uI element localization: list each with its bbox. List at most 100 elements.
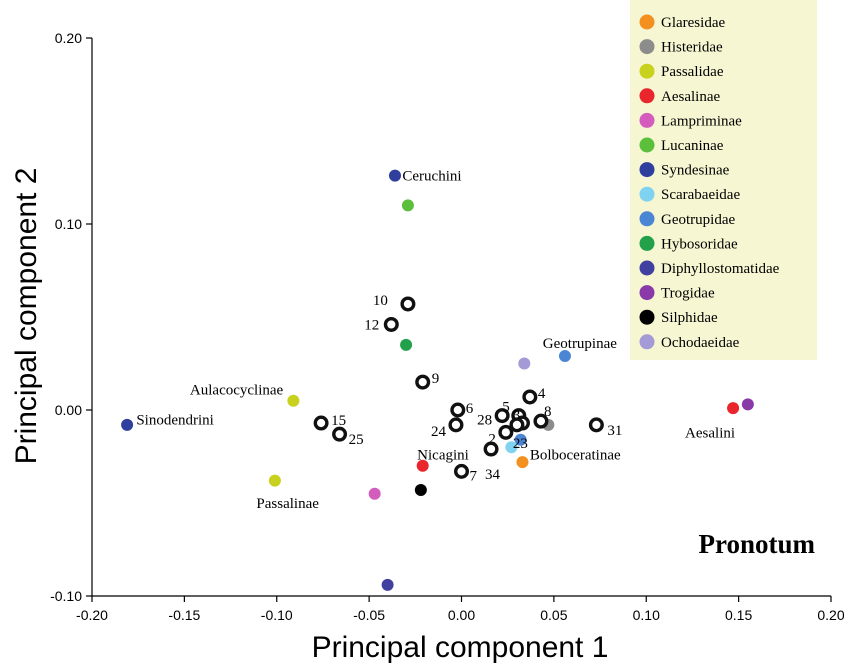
open-point xyxy=(509,417,525,433)
open-point xyxy=(448,417,464,433)
open-point-label: 12 xyxy=(364,317,379,333)
open-point xyxy=(498,424,514,440)
x-tick-label: 0.20 xyxy=(817,607,844,623)
data-point xyxy=(727,402,740,415)
x-tick-label: -0.10 xyxy=(261,607,293,623)
x-tick-label: -0.20 xyxy=(76,607,108,623)
data-point xyxy=(505,441,518,454)
open-point-label: 4 xyxy=(538,386,546,402)
legend-label: Trogidae xyxy=(661,286,715,302)
open-point-label: 31 xyxy=(607,423,622,439)
x-tick-label: 0.10 xyxy=(633,607,660,623)
data-point xyxy=(514,433,527,446)
open-point-label: 34 xyxy=(485,467,501,483)
legend-label: Lucaninae xyxy=(661,138,724,154)
data-point xyxy=(401,199,414,212)
open-point xyxy=(588,417,604,433)
legend-label: Ochodaeidae xyxy=(661,335,740,351)
legend-label: Passalidae xyxy=(661,64,724,80)
x-axis-title: Principal component 1 xyxy=(312,631,609,664)
open-point xyxy=(522,389,538,405)
annotation-label: Aulacocyclinae xyxy=(190,383,284,399)
open-point xyxy=(400,296,416,312)
open-point-label: 10 xyxy=(373,293,388,309)
y-tick-label: -0.10 xyxy=(50,588,82,604)
legend-label: Scarabaeidae xyxy=(661,187,740,203)
annotation-label: Ceruchini xyxy=(402,169,461,185)
annotation-label: Geotrupinae xyxy=(543,336,617,352)
legend-marker xyxy=(639,211,655,227)
legend-marker xyxy=(639,14,655,30)
open-point-label: 2 xyxy=(488,431,496,447)
y-tick-label: 0.00 xyxy=(55,402,82,418)
data-point xyxy=(400,338,413,351)
annotations: Ceruchini Geotrupinae Aulacocyclinae Sinode… xyxy=(136,169,735,512)
legend-label: Aesalinae xyxy=(661,89,720,105)
open-point-label: 6 xyxy=(466,401,474,417)
open-point-label: 3 xyxy=(513,408,521,424)
open-point-label: 15 xyxy=(331,413,346,429)
legend-marker xyxy=(639,309,655,325)
legend: Glaresidae Histeridae Passalidae Aesalinae L… xyxy=(630,0,817,360)
legend-marker xyxy=(639,260,655,276)
annotation-label: Passalinae xyxy=(256,496,319,512)
legend-marker xyxy=(639,137,655,153)
data-point xyxy=(518,357,531,370)
data-point xyxy=(388,169,401,182)
legend-label: Diphyllostomatidae xyxy=(661,261,780,277)
open-point xyxy=(415,374,431,390)
legend-marker xyxy=(639,88,655,104)
chart-title: Pronotum xyxy=(698,529,815,559)
open-point-label: 23 xyxy=(513,436,528,452)
data-point xyxy=(268,474,281,487)
open-point-label: 7 xyxy=(470,468,478,484)
open-point xyxy=(454,463,470,479)
open-point-label: 24 xyxy=(431,424,447,440)
open-point xyxy=(533,413,549,429)
x-tick-label: -0.05 xyxy=(353,607,385,623)
annotation-label: Nicagini xyxy=(417,448,469,464)
legend-label: Syndesinae xyxy=(661,163,730,179)
legend-marker xyxy=(639,235,655,251)
x-tick-label: 0.05 xyxy=(540,607,567,623)
open-point xyxy=(450,402,466,418)
legend-label: Silphidae xyxy=(661,310,718,326)
axes: -0.20 -0.15 -0.10 -0.05 0.00 0.05 0.10 0.15 0.20… xyxy=(50,30,845,623)
annotation-label: Bolboceratinae xyxy=(530,448,621,464)
data-point xyxy=(414,483,427,496)
open-point xyxy=(383,316,399,332)
open-point-label: 25 xyxy=(349,432,364,448)
open-point xyxy=(494,408,510,424)
data-point xyxy=(381,578,394,591)
data-point xyxy=(368,487,381,500)
legend-marker xyxy=(639,63,655,79)
x-tick-label: -0.15 xyxy=(168,607,200,623)
y-tick-label: 0.20 xyxy=(55,30,82,46)
y-axis-title: Principal component 2 xyxy=(10,168,43,465)
data-point xyxy=(121,418,134,431)
y-tick-label: 0.10 xyxy=(55,216,82,232)
legend-label: Hybosoridae xyxy=(661,236,738,252)
open-point xyxy=(313,415,329,431)
open-point-label: 8 xyxy=(544,404,552,420)
annotation-label: Sinodendrini xyxy=(136,412,214,428)
annotation-label: Aesalini xyxy=(685,425,735,441)
legend-marker xyxy=(639,162,655,178)
data-point xyxy=(558,350,571,363)
open-point-label: 28 xyxy=(477,413,492,429)
legend-label: Glaresidae xyxy=(661,15,725,31)
data-point xyxy=(287,394,300,407)
legend-label: Geotrupidae xyxy=(661,212,735,228)
legend-marker xyxy=(639,285,655,301)
legend-marker xyxy=(639,186,655,202)
x-tick-label: 0.00 xyxy=(448,607,475,623)
legend-label: Histeridae xyxy=(661,40,723,56)
legend-marker xyxy=(639,334,655,350)
open-point xyxy=(483,441,499,457)
legend-marker xyxy=(639,112,655,128)
open-point-label: 5 xyxy=(502,400,510,416)
legend-marker xyxy=(639,39,655,55)
legend-label: Lampriminae xyxy=(661,113,742,129)
